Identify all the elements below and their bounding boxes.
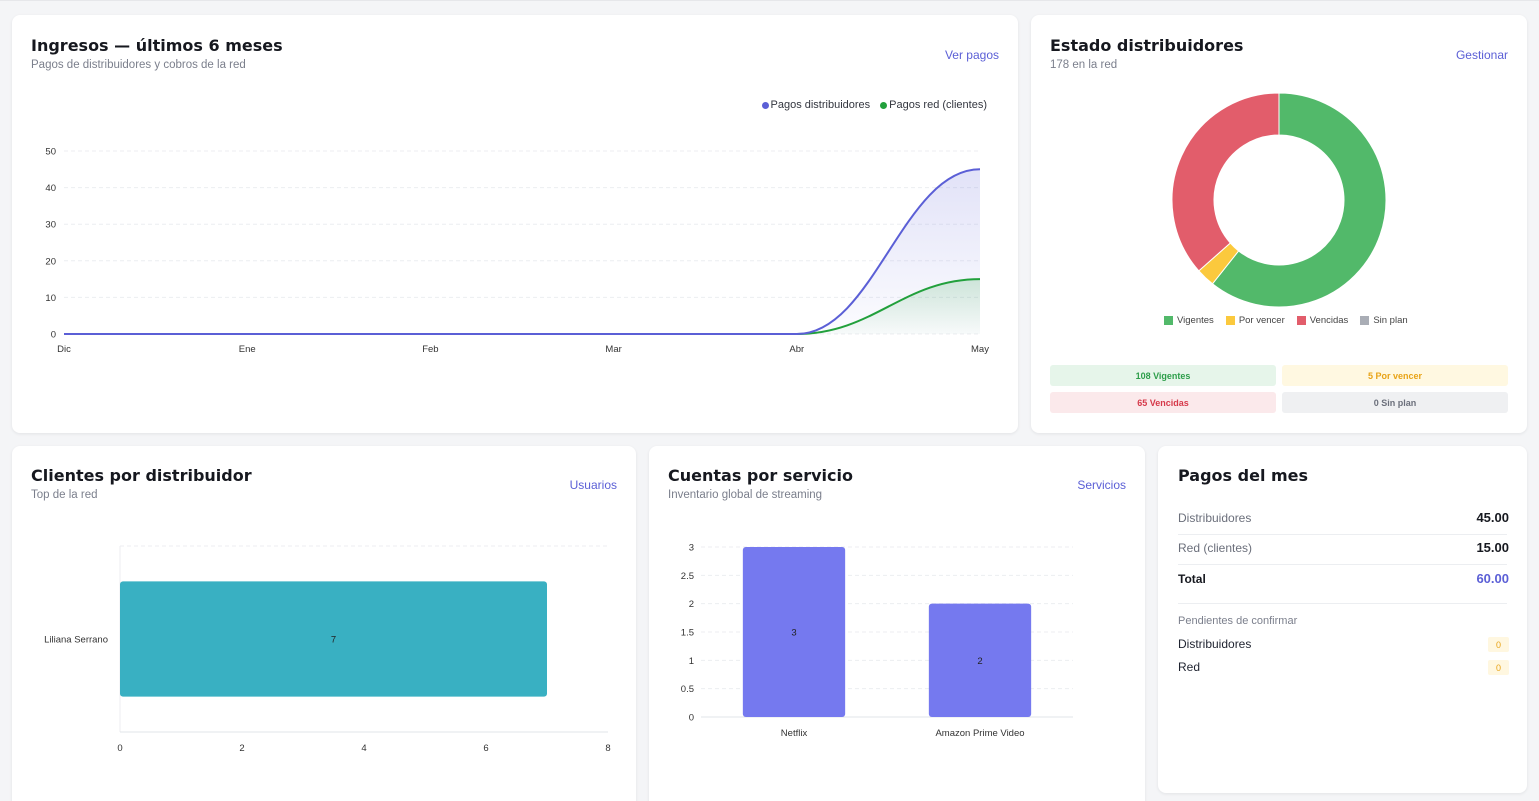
x-tick-label: Abr [789,344,804,355]
pagos-card: Pagos del mes Distribuidores 45.00 Red (… [1158,446,1527,793]
gestionar-link[interactable]: Gestionar [1455,48,1508,62]
ingresos-card: Ingresos — últimos 6 meses Pagos de dist… [12,15,1018,433]
bar-liliana-serrano [120,581,547,697]
status-badge-vencidas: 65 Vencidas [1050,392,1276,413]
clientes-title: Clientes por distribuidor [31,466,252,485]
pendiente-red-label: Red [1178,660,1201,674]
series-pagos-distribuidores-area [64,169,980,334]
x-tick-label: Amazon Prime Video [935,728,1024,739]
estado-donut-chart [1171,92,1387,308]
cuentas-card: Cuentas por servicio Inventario global d… [649,446,1145,801]
x-tick-label: Dic [57,344,71,355]
pendiente-distribuidores-label: Distribuidores [1178,637,1252,651]
legend-item-pagos-distribuidores[interactable]: Pagos distribuidores [761,99,871,111]
estado-card: Estado distribuidores 178 en la red Gest… [1031,15,1527,433]
slice-vencidas [1171,92,1280,272]
y-tick-label: 0.5 [681,684,694,695]
ingresos-subtitle: Pagos de distribuidores y cobros de la r… [31,59,246,71]
status-badge-vigentes: 108 Vigentes [1050,365,1276,386]
cuentas-title: Cuentas por servicio [668,466,853,485]
row-divider [1178,534,1507,535]
legend-dot-icon [880,101,888,109]
legend-label: Pagos distribuidores [770,99,871,111]
bar-amazon-prime-video [928,603,1032,717]
x-tick-label: Netflix [781,728,808,739]
x-tick-label: Feb [422,344,438,355]
pagos-total-label: Total [1178,572,1206,586]
row-divider [1178,564,1507,565]
y-tick-label: 20 [45,256,56,267]
legend-label: Por vencer [1238,315,1285,326]
estado-subtitle: 178 en la red [1050,59,1118,71]
x-tick-label: 6 [483,743,488,754]
legend-label: Vencidas [1309,315,1349,326]
pendientes-title: Pendientes de confirmar [1178,615,1298,627]
pagos-title: Pagos del mes [1178,466,1309,485]
x-tick-label: 4 [361,743,366,754]
estado-title: Estado distribuidores [1050,36,1244,55]
ver-pagos-link[interactable]: Ver pagos [944,48,999,62]
y-tick-label: 1 [689,656,694,667]
pagos-row-red-value: 15.00 [1476,540,1509,555]
pagos-row-red-label: Red (clientes) [1178,541,1253,555]
pagos-row-distribuidores-label: Distribuidores [1178,511,1252,525]
status-badge-sin-plan: 0 Sin plan [1282,392,1508,413]
y-tick-label: 2 [689,599,694,610]
usuarios-link[interactable]: Usuarios [569,478,617,492]
row-divider [1178,603,1507,604]
legend-label: Pagos red (clientes) [889,99,987,111]
ingresos-line-chart: 0 10 20 30 40 50 Dic Ene Feb Mar Abr May [45,147,989,356]
x-tick-label: May [971,344,989,355]
clientes-bar-chart: 0 2 4 6 8 7 Liliana Serrano [44,545,611,754]
legend-item-pagos-red[interactable]: Pagos red (clientes) [880,99,987,111]
y-tick-label: Liliana Serrano [44,635,108,646]
legend-label: Vigentes [1177,315,1214,326]
y-tick-label: 2.5 [681,571,694,582]
servicios-link[interactable]: Servicios [1077,478,1126,492]
y-tick-label: 50 [45,147,56,158]
pendiente-distribuidores-badge: 0 [1488,637,1509,652]
bar-value-label: 3 [791,628,796,639]
donut-legend: Vigentes Por vencer Vencidas Sin plan [1164,315,1408,326]
bar-value-label: 2 [977,656,982,667]
top-divider [0,0,1539,3]
x-tick-label: Ene [239,344,256,355]
cuentas-subtitle: Inventario global de streaming [668,489,823,501]
y-tick-label: 0 [51,330,56,341]
legend-square-icon [1296,316,1306,325]
legend-square-icon [1225,316,1235,325]
legend-dot-icon [761,101,769,109]
x-tick-label: Mar [605,344,621,355]
x-tick-label: 8 [605,743,610,754]
x-tick-label: 0 [117,743,122,754]
series-pagos-red-area [64,279,980,334]
y-tick-label: 40 [45,183,56,194]
y-tick-label: 30 [45,220,56,231]
slice-vigentes [1211,92,1387,308]
bar-netflix [742,547,846,717]
ingresos-legend: Pagos distribuidores Pagos red (clientes… [761,99,987,111]
y-tick-label: 10 [45,293,56,304]
legend-label: Sin plan [1373,315,1408,326]
clientes-subtitle: Top de la red [31,489,98,501]
series-pagos-distribuidores-line [63,168,981,336]
clientes-card: Clientes por distribuidor Top de la red … [12,446,636,801]
status-badge-por-vencer: 5 Por vencer [1282,365,1508,386]
legend-item-sin-plan[interactable]: Sin plan [1360,315,1408,326]
legend-item-vigentes[interactable]: Vigentes [1164,315,1214,326]
pendiente-red-badge: 0 [1488,660,1509,675]
cuentas-bar-chart: 0 0.5 1 1.5 2 2.5 3 3 Netflix 2 Amazon Prime Video [681,543,1073,739]
bar-value-label: 7 [331,635,336,646]
y-tick-label: 3 [689,543,694,554]
legend-square-icon [1360,316,1370,325]
legend-item-por-vencer[interactable]: Por vencer [1225,315,1285,326]
y-tick-label: 0 [689,713,694,724]
legend-square-icon [1164,316,1173,325]
pagos-row-distribuidores-value: 45.00 [1476,510,1509,525]
pagos-total-value: 60.00 [1476,571,1509,586]
x-tick-label: 2 [239,743,244,754]
ingresos-title: Ingresos — últimos 6 meses [31,36,283,55]
legend-item-vencidas[interactable]: Vencidas [1296,315,1349,326]
y-tick-label: 1.5 [681,628,694,639]
